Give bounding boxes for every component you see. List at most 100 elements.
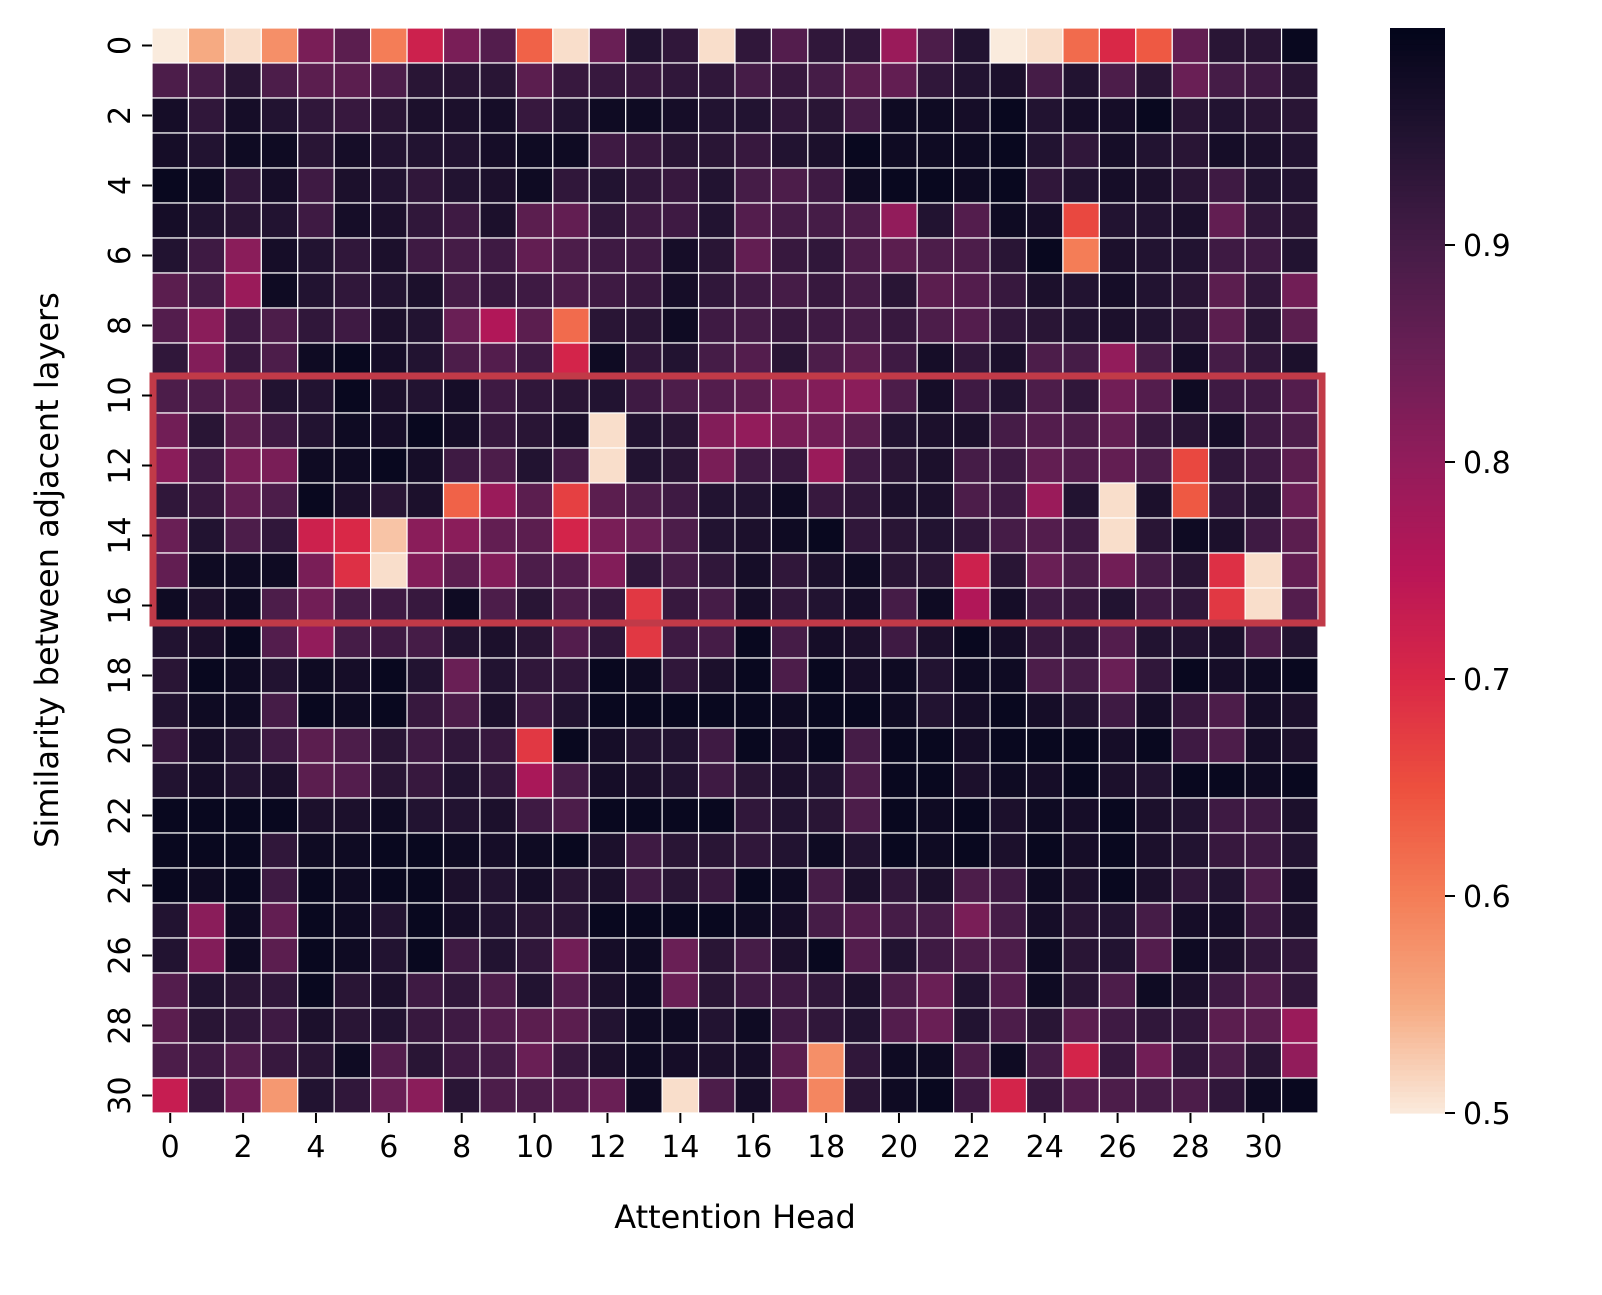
heatmap-cell [187, 937, 226, 974]
heatmap-cell [843, 517, 882, 554]
colorbar-segment [1390, 462, 1445, 469]
heatmap-cell [734, 762, 773, 799]
heatmap-cell [442, 622, 481, 659]
heatmap-cell [297, 727, 335, 764]
heatmap-cell [1062, 727, 1100, 764]
heatmap-cell [260, 167, 299, 204]
heatmap-cell [1098, 1042, 1137, 1079]
heatmap-cell [442, 237, 481, 274]
colorbar-segment [1390, 1042, 1445, 1049]
heatmap-cell [807, 692, 845, 729]
heatmap-cell [1244, 132, 1283, 169]
heatmap-cell [333, 447, 372, 484]
heatmap-cell [479, 587, 517, 624]
heatmap-cell [734, 692, 773, 729]
heatmap-cell [588, 307, 627, 344]
heatmap-cell [843, 412, 882, 449]
heatmap-cell [625, 412, 663, 449]
heatmap-cell [807, 1007, 845, 1044]
heatmap-cell [151, 482, 190, 519]
heatmap-cell [479, 937, 517, 974]
colorbar-segment [1390, 114, 1445, 121]
colorbar-segment [1390, 765, 1445, 772]
y-tick-label: 6 [103, 246, 138, 265]
heatmap-cell [515, 412, 554, 449]
heatmap-cell [770, 552, 809, 589]
heatmap-cell [260, 867, 299, 904]
colorbar-segment [1390, 890, 1445, 897]
heatmap-cell [1098, 447, 1137, 484]
heatmap-cell [734, 272, 773, 309]
heatmap-cell [406, 307, 445, 344]
x-tick-label: 22 [953, 1130, 991, 1165]
colorbar-segment [1390, 944, 1445, 951]
heatmap-cell [1244, 622, 1283, 659]
heatmap-cell [1244, 202, 1283, 239]
heatmap-cell [406, 692, 445, 729]
colorbar-segment [1390, 1004, 1445, 1011]
heatmap-cell [260, 97, 299, 134]
heatmap-cell [807, 307, 845, 344]
heatmap-cell [151, 832, 190, 869]
heatmap-cell [1244, 307, 1283, 344]
heatmap-cell [515, 902, 554, 939]
heatmap-cell [588, 97, 627, 134]
heatmap-cell [370, 727, 408, 764]
heatmap-cell [1025, 727, 1064, 764]
heatmap-cell [880, 797, 918, 834]
heatmap-cell [260, 552, 299, 589]
heatmap-cell [807, 412, 845, 449]
heatmap-cell [151, 132, 190, 169]
heatmap-cell [1280, 832, 1319, 869]
heatmap-cell [442, 797, 481, 834]
heatmap-cell [1244, 62, 1283, 99]
colorbar-segment [1390, 272, 1445, 279]
heatmap-cell [1244, 377, 1283, 414]
heatmap-cell [297, 797, 335, 834]
heatmap-cell [515, 202, 554, 239]
colorbar-segment [1390, 98, 1445, 105]
heatmap-cell [1135, 832, 1173, 869]
heatmap-cell [406, 552, 445, 589]
colorbar-segment [1390, 657, 1445, 664]
colorbar-segment [1390, 380, 1445, 387]
heatmap-cell [880, 832, 918, 869]
heatmap-cell [1171, 97, 1210, 134]
heatmap-cell [515, 1077, 554, 1114]
heatmap-cell [880, 552, 918, 589]
heatmap-cell [1062, 797, 1100, 834]
heatmap-cell [1025, 307, 1064, 344]
heatmap-cell [260, 482, 299, 519]
heatmap-cell [552, 587, 590, 624]
colorbar-segment [1390, 1047, 1445, 1054]
heatmap-cell [807, 272, 845, 309]
heatmap-cell [260, 902, 299, 939]
heatmap-cell [297, 517, 335, 554]
colorbar-segment [1390, 103, 1445, 110]
colorbar-segment [1390, 255, 1445, 262]
heatmap-cell [187, 167, 226, 204]
heatmap-cell [807, 727, 845, 764]
colorbar-segment [1390, 1069, 1445, 1076]
colorbar-segment [1390, 1085, 1445, 1092]
heatmap-cell [770, 657, 809, 694]
heatmap-cell [953, 97, 991, 134]
heatmap-cell [370, 517, 408, 554]
heatmap-cell [224, 482, 262, 519]
heatmap-cell [588, 727, 627, 764]
heatmap-cell [989, 272, 1028, 309]
heatmap-cell [224, 307, 262, 344]
heatmap-cell [1280, 167, 1319, 204]
heatmap-cell [406, 727, 445, 764]
heatmap-cell [697, 97, 736, 134]
heatmap-cell [1062, 692, 1100, 729]
colorbar-segment [1390, 863, 1445, 870]
colorbar-segment [1390, 212, 1445, 219]
heatmap-cell [1135, 1077, 1173, 1114]
heatmap-cell [187, 622, 226, 659]
colorbar-segment [1390, 923, 1445, 930]
heatmap-cell [697, 482, 736, 519]
heatmap-cell [807, 517, 845, 554]
heatmap-cell [406, 167, 445, 204]
